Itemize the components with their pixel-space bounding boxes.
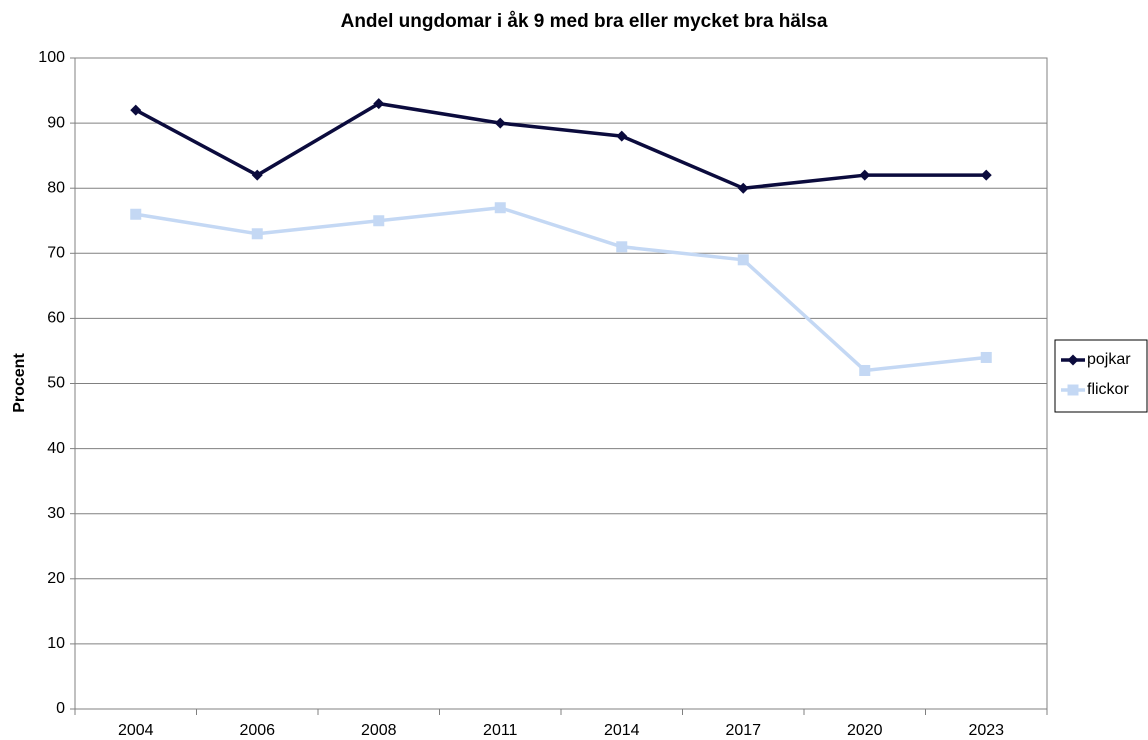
marker [130,208,142,220]
marker [373,215,385,227]
x-tick-label: 2017 [725,722,761,739]
y-tick-label: 0 [56,700,65,717]
marker [737,182,749,194]
marker [859,364,871,376]
marker [251,228,263,240]
series-line [134,101,987,190]
marker [494,117,506,129]
marker [616,241,628,253]
marker [1067,384,1079,396]
chart-title: Andel ungdomar i åk 9 med bra eller myck… [341,11,828,32]
y-tick-label: 20 [47,570,65,587]
marker [130,104,142,116]
y-tick-label: 50 [47,375,65,392]
x-tick-label: 2020 [847,722,883,739]
legend: pojkar flickor [1054,339,1148,413]
x-tick-label: 2011 [483,722,518,739]
series-line [135,205,987,373]
marker [980,351,992,363]
legend-box [1054,339,1148,413]
x-tick-label: 2006 [239,722,275,739]
y-axis-label: Procent [11,353,28,413]
y-tick-label: 90 [47,114,65,131]
marker [373,98,385,110]
marker [980,169,992,181]
legend-label: flickor [1087,381,1129,398]
marker [1067,354,1079,366]
y-tick-label: 10 [47,635,65,652]
x-tick-label: 2004 [118,722,154,739]
marker [494,202,506,214]
marker [859,169,871,181]
marker [616,130,628,142]
marker [251,169,263,181]
y-tick-label: 80 [47,179,65,196]
legend-label: pojkar [1087,351,1131,368]
x-tick-label: 2014 [604,722,640,739]
marker [737,254,749,266]
x-tick-label: 2008 [361,722,397,739]
y-tick-label: 100 [38,49,65,66]
y-tick-label: 60 [47,310,65,327]
y-tick-label: 40 [47,440,65,457]
x-tick-label: 2023 [968,722,1004,739]
y-tick-label: 30 [47,505,65,522]
y-tick-label: 70 [47,245,65,262]
